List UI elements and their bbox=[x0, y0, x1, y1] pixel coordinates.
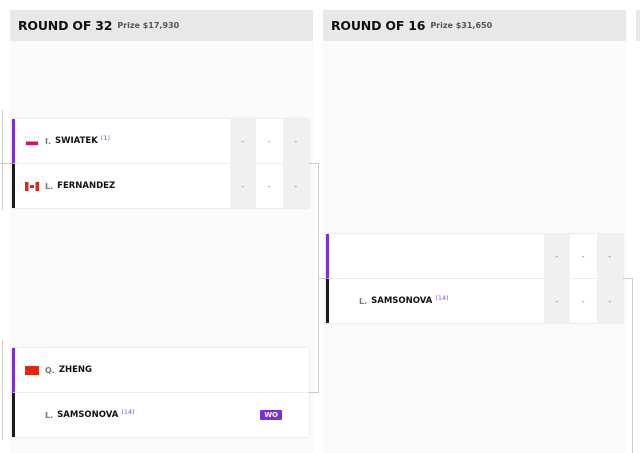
player-row[interactable]: Q. ZHENG bbox=[12, 348, 309, 393]
connector bbox=[309, 392, 319, 393]
next-round-column bbox=[636, 10, 640, 41]
player-name: SAMSONOVA bbox=[57, 410, 119, 420]
set-score: - bbox=[581, 251, 585, 261]
poland-flag-icon bbox=[25, 136, 39, 146]
set-score: - bbox=[282, 164, 309, 208]
set-score: - bbox=[267, 136, 271, 146]
player-seed: (14) bbox=[121, 408, 135, 416]
round-title: ROUND OF 32 bbox=[18, 18, 113, 33]
player-name: ZHENG bbox=[58, 365, 93, 375]
china-flag-icon bbox=[25, 365, 39, 375]
connector bbox=[0, 163, 12, 164]
player-row[interactable]: L. SAMSONOVA (14) WO bbox=[12, 393, 309, 437]
set-score: - bbox=[229, 119, 256, 163]
connector bbox=[2, 340, 3, 440]
match-card[interactable]: Q. ZHENG L. SAMSONOVA (14) WO bbox=[12, 348, 309, 437]
player-row[interactable]: --- bbox=[326, 234, 623, 279]
set-score: - bbox=[229, 164, 256, 208]
player-initial: I. bbox=[45, 136, 52, 146]
round-prize: Prize $17,930 bbox=[117, 21, 180, 30]
walkover-badge: WO bbox=[260, 410, 282, 420]
round-header: ROUND OF 16 Prize $31,650 bbox=[323, 10, 626, 41]
player-seed: (1) bbox=[100, 134, 111, 142]
connector bbox=[309, 163, 319, 164]
player-initial: L. bbox=[45, 181, 54, 191]
set-score: - bbox=[543, 279, 570, 323]
player-row[interactable]: L. FERNANDEZ --- bbox=[12, 164, 309, 208]
round-title: ROUND OF 16 bbox=[331, 18, 426, 33]
match-card[interactable]: --- L. SAMSONOVA (14) --- bbox=[326, 234, 623, 323]
player-initial: L. bbox=[45, 410, 54, 420]
set-score: - bbox=[267, 181, 271, 191]
player-seed: (14) bbox=[435, 294, 449, 302]
set-score: - bbox=[581, 296, 585, 306]
set-score: - bbox=[596, 279, 623, 323]
player-name: SWIATEK bbox=[55, 136, 98, 146]
connector bbox=[623, 278, 633, 279]
set-score: - bbox=[596, 234, 623, 278]
round-header: ROUND OF 32 Prize $17,930 bbox=[10, 10, 313, 41]
set-score: - bbox=[543, 234, 570, 278]
connector bbox=[318, 278, 326, 279]
canada-flag-icon bbox=[25, 181, 39, 191]
round-prize: Prize $31,650 bbox=[430, 21, 493, 30]
round-of-16-column: ROUND OF 16 Prize $31,650 bbox=[323, 10, 626, 453]
player-row[interactable]: I. SWIATEK (1) --- bbox=[12, 119, 309, 164]
player-row[interactable]: L. SAMSONOVA (14) --- bbox=[326, 279, 623, 323]
set-score: - bbox=[282, 119, 309, 163]
match-card[interactable]: I. SWIATEK (1) --- L. FERNANDEZ --- bbox=[12, 119, 309, 208]
connector bbox=[632, 278, 633, 453]
player-initial: Q. bbox=[45, 365, 55, 375]
player-name: FERNANDEZ bbox=[57, 181, 116, 191]
player-initial: L. bbox=[359, 296, 368, 306]
player-name: SAMSONOVA bbox=[371, 296, 433, 306]
connector bbox=[2, 110, 3, 210]
